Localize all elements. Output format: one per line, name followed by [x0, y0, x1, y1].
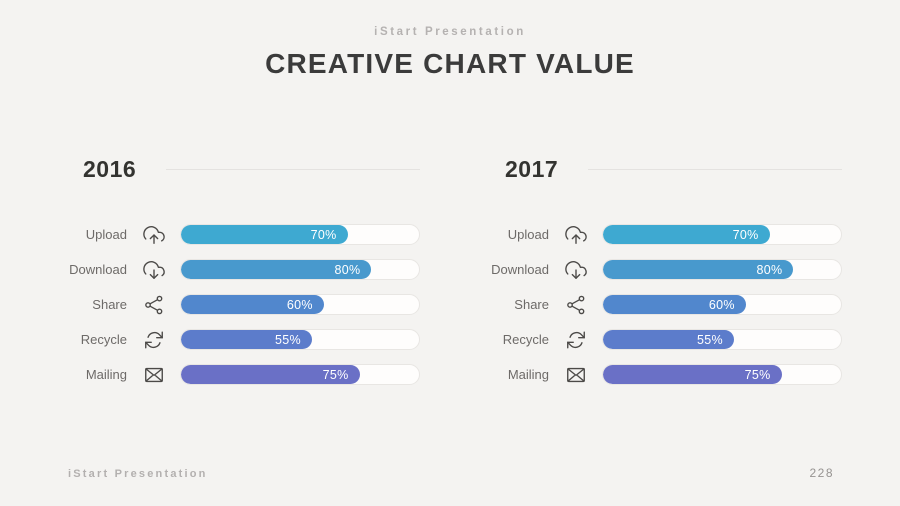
bar-fill: 80% [603, 260, 794, 279]
bar-rows: Upload 70% Download 80% Share 60% Recycle 55% Ma… [490, 217, 842, 392]
cloud-upload-icon [561, 224, 591, 246]
bar-track: 70% [602, 224, 842, 245]
bar-label: Share [92, 297, 127, 312]
bar-row: Download 80% [490, 252, 842, 287]
bar-label: Mailing [507, 367, 549, 382]
bar-fill: 75% [181, 365, 360, 384]
bar-row: Download 80% [68, 252, 420, 287]
bar-fill: 75% [603, 365, 782, 384]
bar-label: Mailing [85, 367, 127, 382]
bar-value: 75% [744, 367, 771, 382]
bar-row: Recycle 55% [68, 322, 420, 357]
bar-fill: 60% [181, 295, 324, 314]
recycle-icon [561, 329, 591, 351]
cloud-upload-icon [139, 224, 169, 246]
bar-track: 60% [180, 294, 420, 315]
bar-value: 75% [322, 367, 349, 382]
bar-track: 55% [602, 329, 842, 350]
cloud-download-icon [561, 259, 591, 281]
year-heading: 2017 [505, 155, 559, 182]
column-header: 2017 [490, 150, 842, 188]
bar-row: Mailing 75% [68, 357, 420, 392]
bar-label: Upload [85, 227, 127, 242]
bar-label: Upload [507, 227, 549, 242]
bar-label: Recycle [80, 332, 127, 347]
mail-icon [561, 364, 591, 386]
bar-label: Share [514, 297, 549, 312]
bar-value: 70% [732, 227, 759, 242]
bar-label: Recycle [502, 332, 549, 347]
bar-fill: 55% [181, 330, 312, 349]
bar-fill: 70% [603, 225, 770, 244]
bar-fill: 80% [181, 260, 372, 279]
bar-track: 75% [180, 364, 420, 385]
bar-label: Download [491, 262, 549, 277]
recycle-icon [139, 329, 169, 351]
page-title: CREATIVE CHART VALUE [265, 48, 635, 79]
bar-fill: 70% [181, 225, 348, 244]
bar-fill: 55% [603, 330, 734, 349]
bar-value: 70% [310, 227, 337, 242]
bar-track: 55% [180, 329, 420, 350]
column-header: 2016 [68, 150, 420, 188]
cloud-download-icon [139, 259, 169, 281]
bar-row: Share 60% [490, 287, 842, 322]
bar-value: 60% [708, 297, 735, 312]
footer-brand: iStart Presentation [68, 468, 208, 480]
bar-track: 60% [602, 294, 842, 315]
bar-row: Upload 70% [490, 217, 842, 252]
bar-track: 75% [602, 364, 842, 385]
bar-track: 80% [602, 259, 842, 280]
bar-row: Mailing 75% [490, 357, 842, 392]
chart-column-2017: 2017 Upload 70% Download 80% Share 60% Recycle… [490, 150, 842, 392]
bar-row: Recycle 55% [490, 322, 842, 357]
year-heading: 2016 [83, 155, 137, 182]
bar-track: 70% [180, 224, 420, 245]
bar-value: 55% [696, 332, 723, 347]
bar-value: 60% [286, 297, 313, 312]
bar-value: 55% [274, 332, 301, 347]
bar-value: 80% [334, 262, 361, 277]
bar-track: 80% [180, 259, 420, 280]
share-icon [561, 294, 591, 316]
mail-icon [139, 364, 169, 386]
bar-fill: 60% [603, 295, 746, 314]
chart-column-2016: 2016 Upload 70% Download 80% Share 60% Recycle… [68, 150, 420, 392]
bar-rows: Upload 70% Download 80% Share 60% Recycle 55% Ma… [68, 217, 420, 392]
bar-label: Download [69, 262, 127, 277]
slide-eyebrow: iStart Presentation [374, 26, 526, 38]
header-divider [166, 168, 420, 170]
bar-row: Share 60% [68, 287, 420, 322]
bar-value: 80% [756, 262, 783, 277]
page-number: 228 [809, 466, 834, 480]
share-icon [139, 294, 169, 316]
header-divider [588, 168, 842, 170]
bar-row: Upload 70% [68, 217, 420, 252]
